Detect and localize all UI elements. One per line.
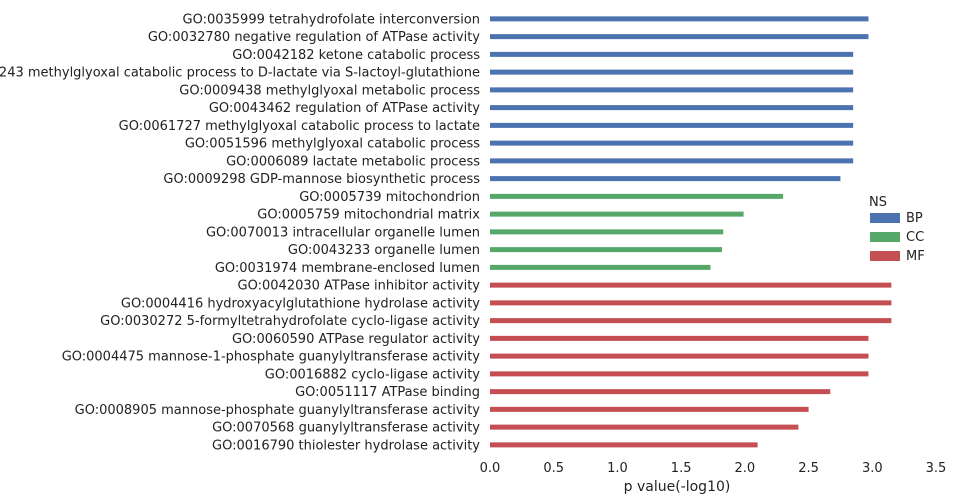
x-axis-title: p value(-log10) — [624, 479, 731, 495]
bar-mf-19 — [490, 353, 869, 359]
x-tick-label: 2.0 — [735, 461, 756, 476]
category-label: GO:0051596 methylglyoxal catabolic proce… — [185, 137, 480, 152]
bar-cc-13 — [490, 247, 722, 253]
category-label: GO:0016790 thiolester hydrolase activity — [212, 438, 480, 453]
legend-label-mf: MF — [906, 249, 925, 264]
bar-mf-18 — [490, 335, 869, 341]
legend-label-bp: BP — [906, 211, 923, 226]
category-label: GO:0019243 methylglyoxal catabolic proce… — [0, 66, 480, 81]
legend-swatch-mf — [870, 251, 900, 261]
x-tick-label: 0.5 — [543, 461, 564, 476]
category-label: GO:0042182 ketone catabolic process — [232, 48, 480, 63]
x-tick-label: 0.0 — [480, 461, 501, 476]
bar-bp-9 — [490, 176, 841, 182]
category-label: GO:0030272 5-formyltetrahydrofolate cycl… — [100, 314, 480, 329]
category-label: GO:0009438 methylglyoxal metabolic proce… — [179, 83, 480, 98]
category-labels-group: GO:0035999 tetrahydrofolate interconvers… — [0, 12, 480, 453]
bars-group — [490, 16, 892, 448]
bar-mf-22 — [490, 406, 809, 412]
category-label: GO:0004416 hydroxyacylglutathione hydrol… — [121, 296, 480, 311]
x-tick-label: 2.5 — [798, 461, 819, 476]
bar-mf-24 — [490, 442, 758, 448]
x-tick-label: 3.0 — [862, 461, 883, 476]
bar-bp-2 — [490, 51, 854, 57]
category-label: GO:0070013 intracellular organelle lumen — [206, 225, 480, 240]
bar-mf-23 — [490, 424, 799, 430]
category-label: GO:0035999 tetrahydrofolate interconvers… — [183, 12, 480, 27]
category-label: GO:0042030 ATPase inhibitor activity — [238, 279, 481, 294]
category-label: GO:0005739 mitochondrion — [299, 190, 480, 205]
category-label: GO:0051117 ATPase binding — [295, 385, 480, 400]
bar-bp-7 — [490, 140, 854, 146]
category-label: GO:0016882 cyclo-ligase activity — [265, 367, 481, 382]
bar-bp-8 — [490, 158, 854, 164]
bar-mf-20 — [490, 371, 869, 377]
bar-bp-3 — [490, 69, 854, 75]
category-label: GO:0031974 membrane-enclosed lumen — [215, 261, 480, 276]
bar-bp-4 — [490, 87, 854, 93]
legend-swatch-cc — [870, 232, 900, 242]
legend-swatch-bp — [870, 213, 900, 223]
category-label: GO:0043233 organelle lumen — [288, 243, 480, 258]
category-label: GO:0005759 mitochondrial matrix — [257, 208, 480, 223]
bar-bp-6 — [490, 122, 854, 128]
bar-cc-14 — [490, 264, 711, 270]
category-label: GO:0043462 regulation of ATPase activity — [209, 101, 480, 116]
bar-mf-21 — [490, 389, 831, 395]
bar-mf-17 — [490, 318, 892, 324]
bar-bp-0 — [490, 16, 869, 22]
bar-mf-16 — [490, 300, 892, 306]
bar-cc-12 — [490, 229, 724, 235]
bar-cc-10 — [490, 193, 784, 199]
legend-label-cc: CC — [906, 230, 924, 245]
category-label: GO:0061727 methylglyoxal catabolic proce… — [119, 119, 480, 134]
bar-mf-15 — [490, 282, 892, 288]
category-label: GO:0008905 mannose-phosphate guanylyltra… — [75, 403, 481, 418]
x-tick-label: 1.5 — [671, 461, 692, 476]
category-label: GO:0060590 ATPase regulator activity — [232, 332, 480, 347]
category-label: GO:0070568 guanylyltransferase activity — [212, 421, 480, 436]
bar-cc-11 — [490, 211, 744, 217]
x-axis-ticks-group: 0.0 0.5 1.0 1.5 2.0 2.5 3.0 3.5 — [480, 461, 947, 476]
category-label: GO:0032780 negative regulation of ATPase… — [148, 30, 480, 45]
category-label: GO:0004475 mannose-1-phosphate guanylylt… — [62, 350, 481, 365]
x-tick-label: 1.0 — [607, 461, 628, 476]
bar-bp-5 — [490, 105, 854, 111]
bar-bp-1 — [490, 34, 869, 40]
x-tick-label: 3.5 — [926, 461, 947, 476]
legend-title: NS — [869, 195, 887, 210]
category-label: GO:0006089 lactate metabolic process — [226, 154, 480, 169]
legend: NS BP CC MF — [869, 195, 925, 264]
category-label: GO:0009298 GDP-mannose biosynthetic proc… — [163, 172, 480, 187]
